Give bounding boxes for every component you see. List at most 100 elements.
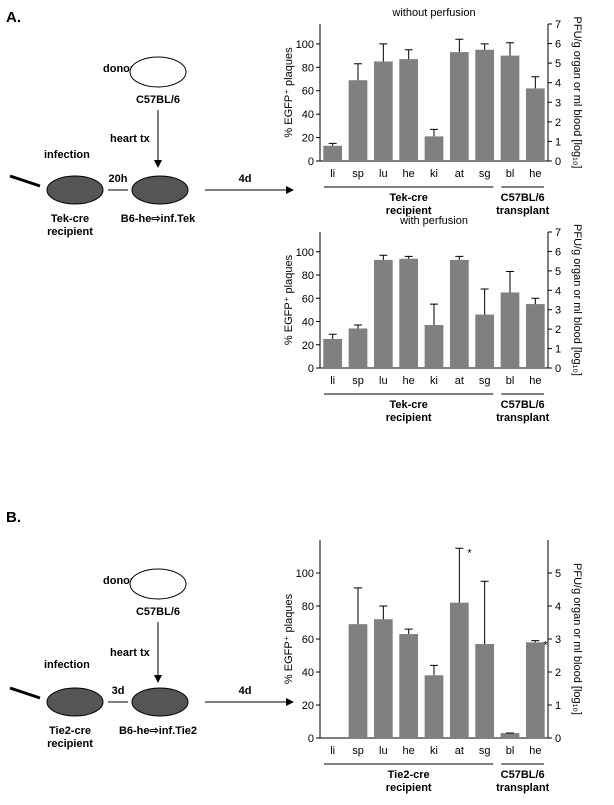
bar bbox=[475, 643, 495, 738]
y2-tick-label: 0 bbox=[555, 733, 561, 745]
y2-tick-label: 2 bbox=[555, 117, 561, 129]
y2-tick-label: 3 bbox=[555, 634, 561, 646]
bar bbox=[373, 619, 393, 738]
annotation: * bbox=[543, 640, 548, 652]
y-tick-label: 40 bbox=[302, 317, 314, 329]
y2-tick-label: 3 bbox=[555, 97, 561, 109]
y-tick-label: 20 bbox=[302, 340, 314, 352]
arrowhead bbox=[154, 675, 162, 683]
x-tick-label: sp bbox=[352, 745, 364, 757]
error-bar bbox=[455, 38, 464, 53]
y-tick-label: 100 bbox=[296, 247, 314, 259]
y2-tick-label: 5 bbox=[555, 568, 561, 580]
x-tick-label: bl bbox=[506, 375, 515, 387]
syringe bbox=[9, 174, 41, 188]
y-tick-label: 20 bbox=[302, 700, 314, 712]
group-label-line: transplant bbox=[496, 782, 550, 794]
group-label-line: C57BL/6 bbox=[501, 399, 545, 411]
error-bar bbox=[430, 664, 438, 676]
x-tick-label: he bbox=[403, 375, 415, 387]
bar bbox=[348, 328, 368, 368]
y-tick-label: 60 bbox=[302, 634, 314, 646]
recipient-mouse bbox=[46, 687, 104, 717]
y2-tick-label: 5 bbox=[555, 58, 561, 70]
error-bar bbox=[430, 128, 438, 137]
syringe bbox=[9, 686, 41, 700]
error-bar bbox=[404, 255, 413, 259]
donor-strain: C57BL/6 bbox=[136, 606, 180, 618]
y2-axis-title: PFU/g organ or ml blood [log₁₀] bbox=[571, 563, 583, 715]
bar bbox=[525, 642, 545, 738]
result-mouse bbox=[131, 687, 189, 717]
y2-tick-label: 4 bbox=[555, 601, 561, 613]
arrowhead bbox=[286, 698, 294, 706]
bar bbox=[525, 88, 545, 161]
bar bbox=[399, 59, 419, 161]
infection-label: infection bbox=[44, 659, 90, 671]
y-tick-label: 0 bbox=[308, 363, 314, 375]
error-bar bbox=[506, 42, 514, 56]
error-bar bbox=[480, 580, 489, 644]
result-label: B6-he⇨inf.Tek bbox=[121, 213, 196, 225]
error-bar bbox=[354, 324, 362, 329]
error-bar bbox=[430, 303, 438, 325]
panel-label: A. bbox=[6, 9, 21, 26]
time-label: 20h bbox=[109, 173, 128, 185]
bar bbox=[323, 338, 343, 368]
x-tick-label: at bbox=[455, 168, 464, 180]
group-label: Tek-cre recipient bbox=[386, 192, 432, 217]
y2-tick-label: 7 bbox=[555, 227, 561, 239]
bar bbox=[373, 259, 393, 368]
donor-mouse bbox=[129, 56, 187, 88]
bar bbox=[399, 258, 419, 368]
bar bbox=[500, 733, 520, 738]
y2-tick-label: 0 bbox=[555, 363, 561, 375]
error-bar bbox=[404, 628, 413, 635]
group-label-line: transplant bbox=[496, 205, 550, 217]
time-label: 3d bbox=[112, 685, 125, 697]
y2-tick-label: 2 bbox=[555, 324, 561, 336]
error-bar bbox=[328, 142, 337, 146]
y2-tick-label: 1 bbox=[555, 700, 561, 712]
error-bar bbox=[531, 640, 540, 643]
bar bbox=[348, 80, 368, 161]
group-label: Tie2-cre recipient bbox=[386, 769, 432, 794]
x-tick-label: bl bbox=[506, 745, 515, 757]
x-tick-label: sg bbox=[479, 168, 491, 180]
error-bar bbox=[379, 254, 388, 260]
panel-label: B. bbox=[6, 509, 21, 526]
y-tick-label: 60 bbox=[302, 86, 314, 98]
y2-tick-label: 6 bbox=[555, 246, 561, 258]
x-tick-label: li bbox=[330, 745, 335, 757]
y-tick-label: 100 bbox=[296, 568, 314, 580]
group-label-line: Tek-cre bbox=[390, 192, 428, 204]
y-tick-label: 40 bbox=[302, 667, 314, 679]
x-tick-label: bl bbox=[506, 168, 515, 180]
x-tick-label: he bbox=[529, 745, 541, 757]
group-label-line: recipient bbox=[386, 205, 432, 217]
x-tick-label: sp bbox=[352, 375, 364, 387]
arrowhead bbox=[286, 186, 294, 194]
bar bbox=[500, 292, 520, 368]
error-bar bbox=[480, 43, 489, 50]
chart-title: with perfusion bbox=[399, 215, 468, 227]
x-tick-label: at bbox=[455, 375, 464, 387]
bar bbox=[449, 52, 469, 161]
x-tick-label: he bbox=[529, 168, 541, 180]
group-label-line: recipient bbox=[386, 412, 432, 424]
error-bar bbox=[531, 297, 540, 305]
recipient-label: Tek-cre recipient bbox=[47, 213, 93, 238]
x-tick-label: ki bbox=[430, 168, 438, 180]
group-label: C57BL/6 transplant bbox=[496, 399, 550, 424]
donor-label: donor bbox=[103, 63, 135, 75]
bar bbox=[373, 61, 393, 161]
tx-label: heart tx bbox=[110, 133, 151, 145]
y-tick-label: 100 bbox=[296, 39, 314, 51]
bar bbox=[500, 55, 520, 161]
recipient-label: Tie2-cre recipient bbox=[47, 725, 93, 750]
error-bar bbox=[455, 547, 464, 603]
error-bar bbox=[354, 63, 362, 81]
y-axis-title: % EGFP⁺ plaques bbox=[283, 593, 295, 684]
x-tick-label: sg bbox=[479, 745, 491, 757]
group-label-line: C57BL/6 bbox=[501, 192, 545, 204]
